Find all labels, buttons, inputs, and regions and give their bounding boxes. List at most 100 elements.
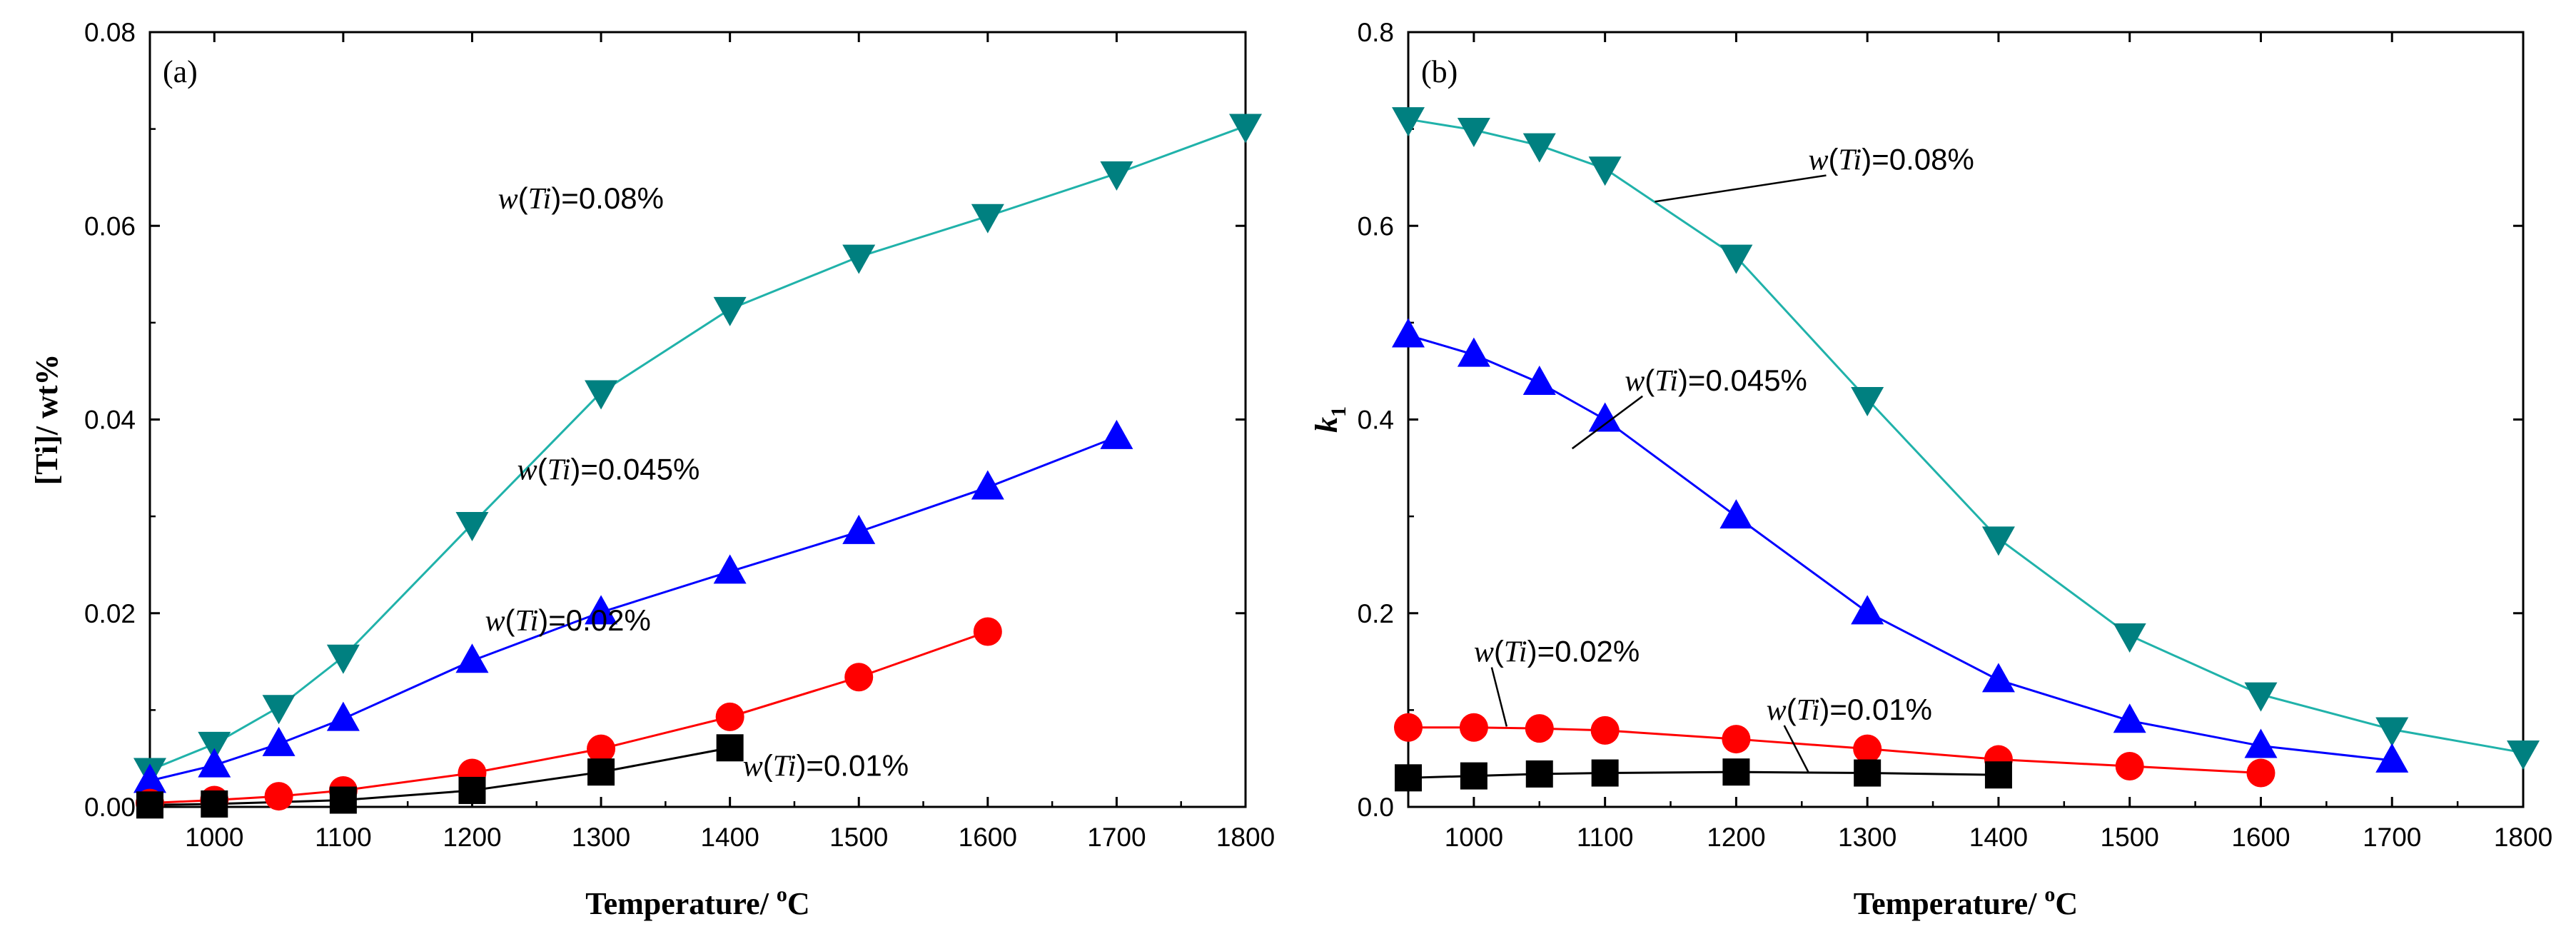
panel-b-y-tick-label: 0.6 — [1358, 211, 1394, 241]
panel-a-series-1-point-6 — [713, 554, 747, 584]
panel-a-series-annotation-1: w(Ti)=0.045% — [517, 453, 700, 487]
panel-a-series-0-point-2 — [262, 695, 296, 725]
panel-a-series-line-0 — [149, 125, 1246, 771]
panel-b-x-tick-label: 1400 — [1969, 823, 2028, 852]
panel-a-series-1-point-9 — [1100, 419, 1133, 449]
panel-b-series-0-point-2 — [1522, 133, 1556, 163]
panel-b-series-0-point-8 — [2244, 682, 2278, 712]
panel-b-x-tick-label: 1700 — [2363, 823, 2421, 852]
panel-b-y-axis-title: k1 — [1309, 406, 1350, 433]
panel-a-series-1-point-1 — [198, 748, 231, 778]
panel-b-series-3-point-1 — [1460, 762, 1487, 790]
panel-a-x-tick-label: 1700 — [1087, 823, 1146, 852]
panel-b-y-tick-label: 0.4 — [1358, 406, 1394, 435]
panel-b-series-2-point-4 — [1722, 725, 1751, 754]
panel-a-series-3-point-4 — [587, 758, 615, 786]
panel-a-x-tick-label: 1100 — [315, 823, 372, 852]
panel-a-series-0-point-1 — [198, 731, 231, 761]
panel-b-x-tick-label: 1300 — [1838, 823, 1896, 852]
panel-b-series-0-point-6 — [1981, 526, 2015, 556]
panel-a-series-1-point-0 — [133, 763, 166, 793]
panel-a-series-0-point-5 — [585, 380, 618, 410]
panel-a-series-1-point-5 — [585, 595, 618, 625]
panel-b-series-1-point-0 — [1392, 318, 1425, 348]
panel-b-series-line-1 — [1408, 334, 2393, 762]
panel-b-series-1-point-1 — [1457, 337, 1490, 367]
panel-a-series-0-point-7 — [842, 244, 876, 274]
panel-a-series-0-point-9 — [1100, 161, 1133, 191]
panel-b-annotation-leader — [1783, 725, 1809, 773]
panel-a-series-3-point-3 — [458, 776, 486, 804]
panel-b-label: (b) — [1421, 54, 1458, 89]
panel-a-y-axis-title: [Ti]/ wt% — [29, 354, 64, 486]
panel-b-x-tick-label: 1000 — [1445, 823, 1503, 852]
panel-b-series-3-point-6 — [1984, 761, 2012, 789]
panel-a-series-2-point-7 — [844, 663, 874, 692]
panel-a-series-2-point-8 — [973, 617, 1002, 646]
panel-a-series-annotation-3: w(Ti)=0.01% — [743, 749, 909, 783]
panel-b-y-tick-label: 0.2 — [1358, 599, 1394, 628]
panel-a-series-1-point-4 — [455, 643, 489, 673]
panel-b-series-3-point-3 — [1591, 759, 1619, 787]
panel-a-y-tick-label: 0.08 — [84, 18, 136, 47]
panel-b-series-0-point-10 — [2507, 740, 2540, 770]
panel-b-x-tick-label: 1600 — [2231, 823, 2290, 852]
panel-a-y-tick-label: 0.00 — [84, 793, 136, 822]
panel-b-series-3-point-4 — [1722, 758, 1750, 786]
panel-b-series-2-point-3 — [1590, 715, 1620, 745]
panel-a-series-line-1 — [149, 436, 1117, 782]
panel-a-x-axis-title: Temperature/ oC — [585, 883, 809, 921]
panel-b-x-tick-label: 1500 — [2101, 823, 2159, 852]
panel-b-series-0-point-1 — [1457, 117, 1490, 147]
panel-b-series-annotation-0: w(Ti)=0.08% — [1808, 143, 1974, 177]
panel-a-series-annotation-2: w(Ti)=0.02% — [485, 603, 651, 638]
panel-a-y-tick-label: 0.04 — [84, 406, 136, 435]
panel-b-series-0-point-7 — [2113, 623, 2146, 653]
panel-b-series-1-point-4 — [1719, 499, 1753, 529]
panel-a-label: (a) — [163, 54, 198, 89]
panel-b-series-0-point-5 — [1851, 387, 1884, 417]
panel-a-y-tick-label: 0.02 — [84, 599, 136, 628]
panel-b-series-3-point-2 — [1525, 760, 1553, 788]
panel-a-series-3-point-0 — [136, 791, 163, 819]
panel-b-series-2-point-2 — [1525, 714, 1554, 743]
panel-b-temperature-vs-k1: 1000 1100 1200 1300 1400 1500 1600 1700 1800 0.0 0… — [1309, 18, 2552, 921]
panel-a-x-tick-label: 1200 — [443, 823, 501, 852]
panel-b-annotation-leader — [1490, 667, 1508, 727]
panel-a-temperature-vs-ti: 1000 1100 1200 1300 1400 1500 1600 1700 1800 0.00… — [29, 18, 1275, 921]
panel-a-series-0-point-6 — [713, 296, 747, 326]
panel-a-x-tick-label: 1300 — [572, 823, 630, 852]
panel-a-x-tick-label: 1800 — [1216, 823, 1275, 852]
panel-a-plot-frame — [148, 31, 1247, 808]
panel-b-x-tick-label: 1800 — [2494, 823, 2552, 852]
panel-b-annotation-leader — [1571, 395, 1643, 450]
panel-a-series-0-point-4 — [455, 511, 489, 541]
panel-a-x-tick-label: 1400 — [700, 823, 759, 852]
panel-b-series-1-point-6 — [1981, 663, 2015, 693]
panel-a-x-tick-label: 1500 — [829, 823, 888, 852]
panel-a-series-1-point-7 — [842, 514, 876, 544]
panel-b-series-annotation-3: w(Ti)=0.01% — [1767, 693, 1932, 727]
panel-b-series-3-point-0 — [1395, 764, 1422, 792]
panel-b-series-0-point-3 — [1588, 156, 1622, 186]
panel-b-series-0-point-0 — [1392, 107, 1425, 137]
panel-b-series-1-point-9 — [2375, 743, 2409, 773]
panel-b-series-2-point-0 — [1394, 713, 1423, 742]
panel-a-series-0-point-10 — [1229, 114, 1262, 144]
panel-b-x-tick-label: 1200 — [1707, 823, 1765, 852]
panel-a-series-0-point-3 — [326, 644, 360, 674]
panel-a-series-3-point-5 — [716, 734, 744, 762]
panel-a-series-0-point-8 — [971, 204, 1004, 234]
panel-b-series-2-point-5 — [1853, 734, 1882, 763]
panel-a-series-3-point-1 — [201, 790, 228, 818]
panel-b-annotation-leader — [1655, 174, 1827, 203]
panel-b-series-3-point-5 — [1854, 759, 1882, 787]
panel-b-series-annotation-1: w(Ti)=0.045% — [1625, 363, 1807, 398]
panel-a-series-2-point-6 — [715, 702, 744, 731]
panel-a-series-annotation-0: w(Ti)=0.08% — [498, 181, 664, 216]
panel-a-x-tick-label: 1000 — [185, 823, 243, 852]
panel-b-series-1-point-3 — [1588, 402, 1622, 432]
panel-b-x-axis-title: Temperature/ oC — [1854, 883, 2078, 921]
panel-a-series-3-point-2 — [329, 786, 357, 814]
